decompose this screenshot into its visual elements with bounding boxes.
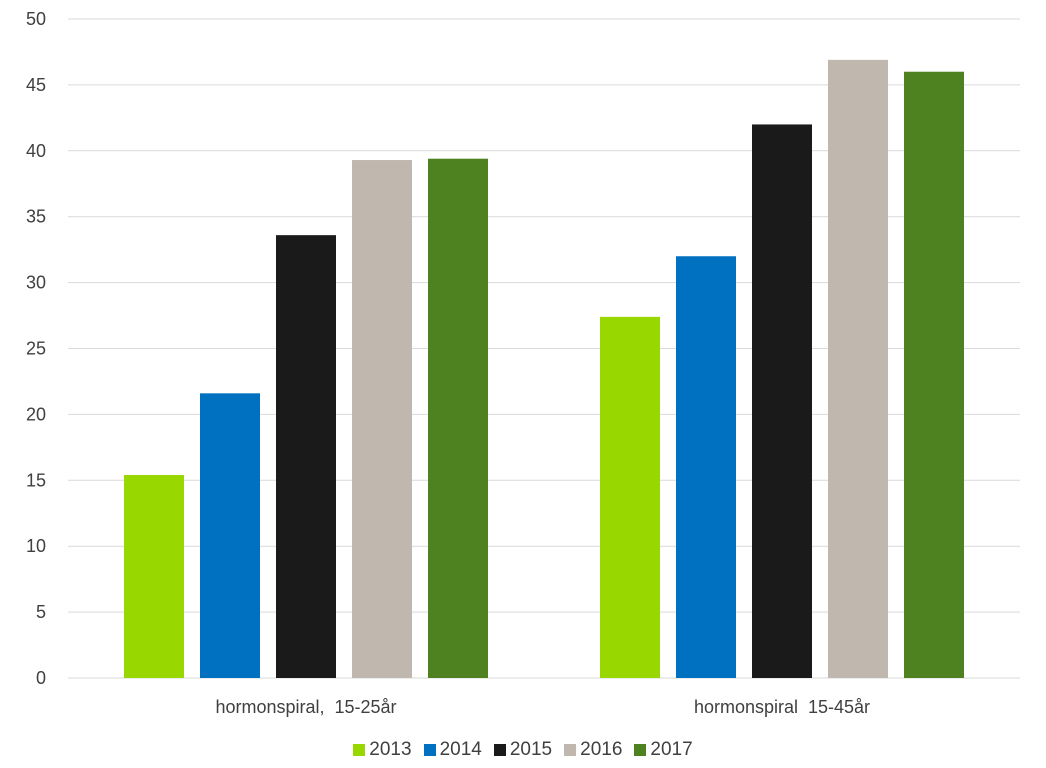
category-label: hormonspiral 15-45år xyxy=(694,697,870,717)
category-label: hormonspiral, 15-25år xyxy=(215,697,396,717)
bar-2015 xyxy=(276,235,336,679)
y-tick-label: 0 xyxy=(36,668,46,688)
legend-item-2014: 2014 xyxy=(423,739,482,761)
legend-item-2016: 2016 xyxy=(564,739,622,761)
y-tick-label: 20 xyxy=(26,404,46,424)
legend-swatch xyxy=(493,744,506,756)
legend-item-2013: 2013 xyxy=(353,739,412,761)
bar-2017 xyxy=(904,71,964,679)
legend-swatch xyxy=(634,744,647,756)
bar-chart: 0 5 10 15 20 25 30 35 40 45 50 hormonspiral, 15-25… xyxy=(26,9,1020,717)
y-tick-label: 50 xyxy=(26,9,46,29)
y-tick-label: 5 xyxy=(36,602,46,622)
x-axis-categories: hormonspiral, 15-25år hormonspiral 15-45å… xyxy=(215,697,870,717)
legend-label: 2017 xyxy=(650,739,693,760)
legend-item-2015: 2015 xyxy=(493,739,553,761)
legend-label: 2016 xyxy=(580,739,623,760)
y-tick-label: 30 xyxy=(26,273,46,293)
legend-swatch xyxy=(423,744,436,756)
legend-label: 2015 xyxy=(509,739,553,760)
bar-2017 xyxy=(428,158,488,678)
legend: 2013 2014 2015 2016 2017 xyxy=(0,735,1046,765)
y-tick-label: 25 xyxy=(26,339,46,359)
legend-label: 2014 xyxy=(439,739,482,760)
y-tick-label: 10 xyxy=(26,536,46,556)
y-tick-label: 15 xyxy=(26,470,46,490)
bar-2013 xyxy=(124,475,184,678)
bar-2014 xyxy=(200,393,260,678)
bars xyxy=(124,59,964,679)
bar-2016 xyxy=(828,59,888,678)
y-tick-label: 35 xyxy=(26,207,46,227)
y-tick-label: 45 xyxy=(26,75,46,95)
y-axis-ticks: 0 5 10 15 20 25 30 35 40 45 50 xyxy=(26,9,46,688)
legend-swatch xyxy=(353,744,366,756)
bar-2014 xyxy=(676,256,736,678)
y-tick-label: 40 xyxy=(26,141,46,161)
bar-2015 xyxy=(752,124,812,678)
bar-2013 xyxy=(600,316,660,678)
bar-2016 xyxy=(352,160,412,678)
legend-label: 2013 xyxy=(369,739,412,760)
legend-swatch xyxy=(564,744,577,756)
legend-item-2017: 2017 xyxy=(634,739,693,761)
